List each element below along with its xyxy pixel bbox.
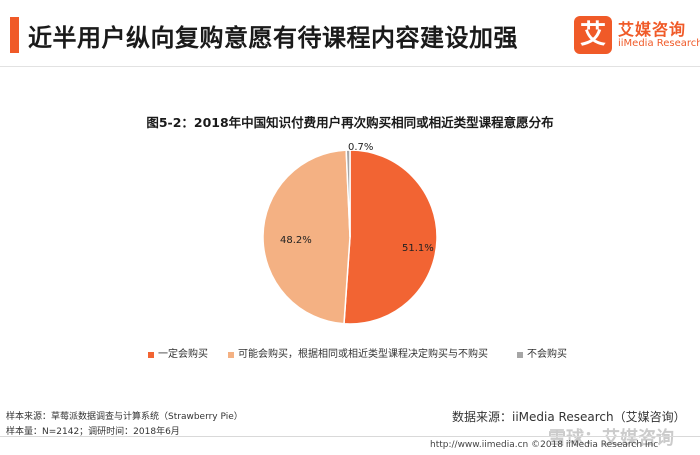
logo-name-en: iiMedia Research — [618, 38, 700, 49]
footer-divider — [0, 436, 700, 437]
legend-label: 不会购买 — [527, 349, 567, 360]
page-title: 近半用户纵向复购意愿有待课程内容建设加强 — [28, 24, 518, 52]
copyright: http://www.iimedia.cn ©2018 iiMedia Rese… — [430, 440, 659, 450]
logo-name-cn: 艾媒咨询 — [618, 20, 687, 39]
slice-label-2: 48.2% — [280, 235, 312, 246]
slice-label-1: 51.1% — [402, 243, 434, 254]
sample-source: 样本来源：草莓派数据调查与计算系统（Strawberry Pie） — [6, 412, 243, 422]
legend-label: 可能会购买，根据相同或相近类型课程决定购买与不购买 — [238, 349, 488, 360]
pie-slice-2 — [262, 149, 351, 325]
pie-slice-3 — [345, 149, 351, 238]
title-accent-bar — [10, 17, 19, 53]
chart-title: 图5-2：2018年中国知识付费用户再次购买相同或相近类型课程意愿分布 — [146, 115, 554, 130]
legend-label: 一定会购买 — [158, 349, 208, 360]
sample-size: 样本量：N=2142；调研时间：2018年6月 — [6, 427, 180, 437]
data-source: 数据来源：iiMedia Research（艾媒咨询） — [452, 410, 686, 424]
logo-mark-icon: 艾 — [574, 16, 612, 54]
legend-swatch — [148, 352, 154, 358]
legend-swatch — [517, 352, 523, 358]
slice-label-3: 0.7% — [348, 142, 373, 153]
chart-legend: 一定会购买 可能会购买，根据相同或相近类型课程决定购买与不购买 不会购买 — [0, 348, 700, 364]
legend-swatch — [228, 352, 234, 358]
pie-slice-1 — [343, 149, 438, 325]
header-divider — [0, 66, 700, 67]
watermark: 雪球：艾媒咨询 — [548, 428, 674, 449]
header: 近半用户纵向复购意愿有待课程内容建设加强 — [0, 0, 700, 68]
iimedia-logo: 艾 艾媒咨询 iiMedia Research — [574, 14, 700, 58]
